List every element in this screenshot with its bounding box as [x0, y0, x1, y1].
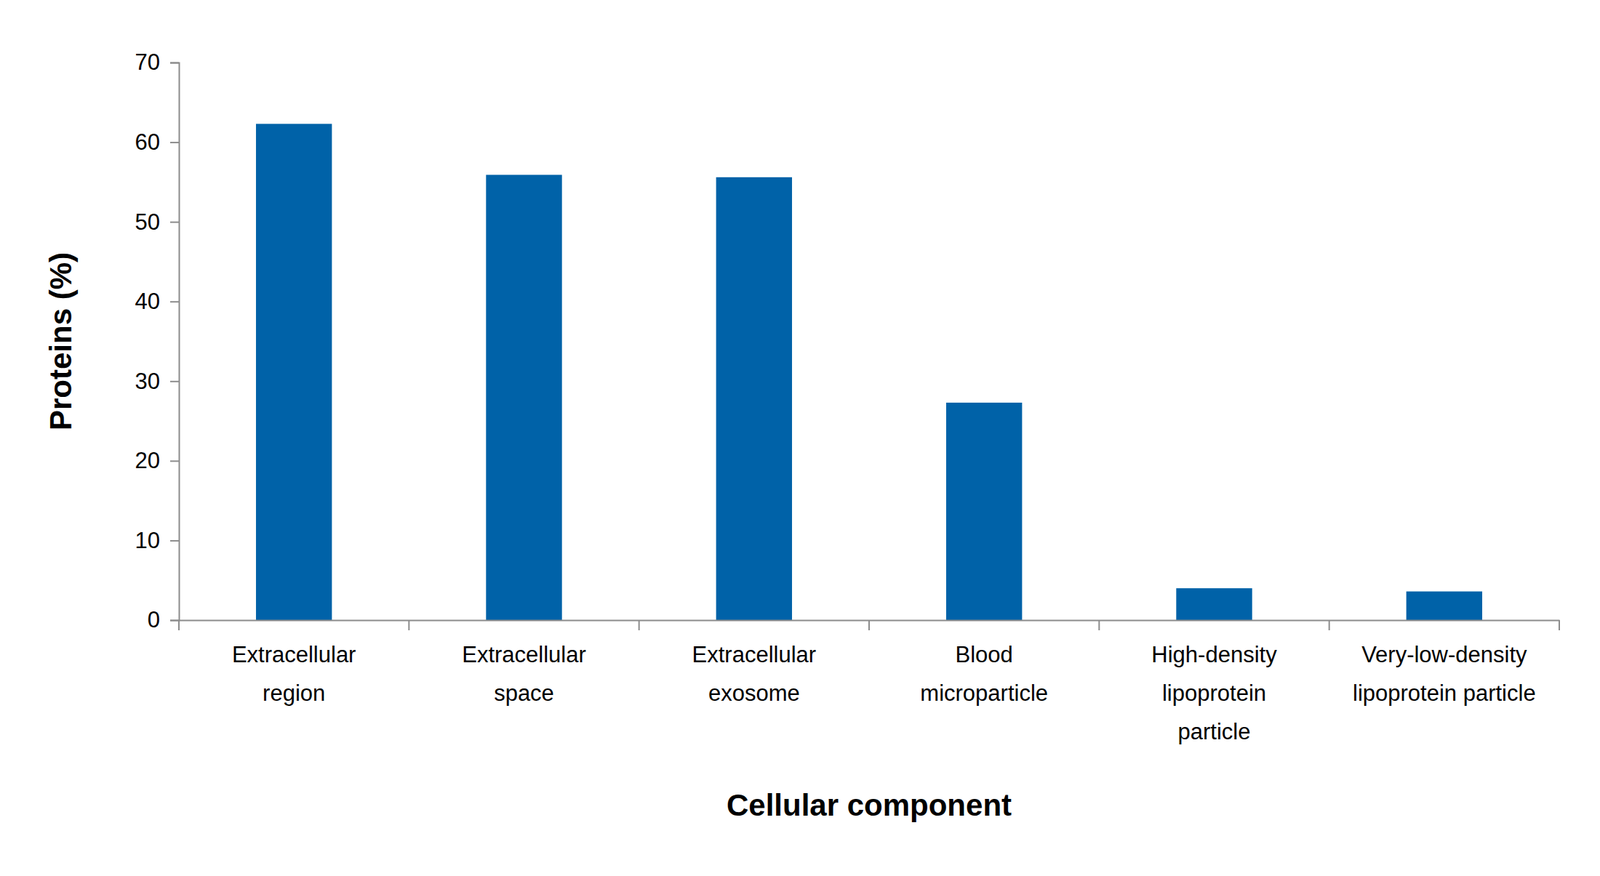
x-tick-label-line: space [493, 680, 555, 707]
bars [256, 123, 1483, 621]
y-tick: 20 [135, 448, 179, 474]
y-tick: 50 [135, 209, 179, 235]
x-tick-label: Blood microparticle [920, 642, 1048, 707]
x-separator [868, 620, 870, 631]
x-separator [1558, 620, 1560, 631]
y-tick-label: 70 [135, 49, 160, 75]
y-tick: 30 [135, 368, 179, 395]
x-axis: ExtracellularregionExtracellularspaceExt… [178, 620, 1560, 745]
x-tick-label-line: Extracellular [232, 642, 357, 668]
bar [1176, 588, 1252, 621]
bar [946, 402, 1022, 621]
y-tick-label: 30 [135, 368, 160, 395]
y-tick: 70 [135, 49, 179, 75]
y-tick-label: 0 [147, 607, 160, 633]
x-tick: Extracellular exosome [692, 620, 817, 707]
x-tick-label-line: microparticle [920, 680, 1048, 707]
x-tick-label-line: region [262, 680, 326, 707]
y-tick: 10 [135, 528, 179, 554]
y-tick: 40 [135, 288, 179, 315]
x-tick-label-line: High-density [1151, 642, 1278, 668]
x-tick-label-line: Extracellular [461, 642, 587, 668]
y-tick-label: 40 [135, 288, 160, 315]
x-tick-label: High-density lipoprotein particle [1151, 642, 1278, 745]
y-tick-mark [170, 221, 179, 224]
x-axis-title: Cellular component [726, 788, 1012, 823]
y-tick-mark [170, 620, 179, 622]
y-tick: 0 [147, 607, 179, 633]
x-separator [1098, 620, 1100, 631]
y-tick-mark [170, 540, 179, 542]
x-tick-label: Very-low-density lipoprotein particle [1352, 642, 1536, 707]
y-tick-mark [170, 381, 179, 383]
x-tick: Extracellular space [461, 620, 587, 707]
y-axis-line [170, 63, 180, 622]
x-tick: Blood microparticle [920, 620, 1048, 707]
x-tick-label-line: lipoprotein particle [1352, 680, 1536, 707]
x-tick-label-line: exosome [708, 680, 800, 707]
x-tick-label-line: particle [1178, 719, 1251, 745]
y-tick-label: 50 [135, 209, 160, 235]
y-axis-title: Proteins (%) [43, 252, 78, 431]
x-tick-label: Extracellular space [461, 642, 587, 707]
bar [1406, 592, 1483, 621]
y-tick-mark [170, 141, 179, 144]
chart: 010203040506070ExtracellularregionExtrac… [0, 0, 1600, 876]
y-tick-label: 20 [135, 448, 160, 474]
y-tick-mark [170, 62, 179, 64]
x-separator [178, 620, 180, 631]
x-tick-label-line: Blood [955, 642, 1014, 668]
x-tick: High-density lipoprotein particle [1151, 620, 1278, 745]
y-tick-mark [170, 301, 179, 303]
x-separator [408, 620, 410, 631]
x-tick-label-line: Very-low-density [1361, 642, 1528, 668]
x-separators [178, 620, 1560, 631]
bar [485, 174, 562, 621]
x-tick: Extracellular region [232, 620, 357, 707]
x-tick-label-line: lipoprotein [1162, 680, 1267, 707]
x-tick: Very-low-density lipoprotein particle [1352, 620, 1536, 707]
bar [256, 123, 332, 621]
x-separator [638, 620, 640, 631]
plot-area: 010203040506070ExtracellularregionExtrac… [135, 49, 1560, 745]
x-tick-label-line: Extracellular [692, 642, 817, 668]
y-tick: 60 [135, 129, 179, 155]
x-tick-label: Extracellular exosome [692, 642, 817, 707]
y-tick-label: 10 [135, 528, 160, 554]
y-axis: 0 10 20 30 40 50 60 70 [135, 49, 180, 633]
y-tick-mark [170, 460, 179, 462]
bar [716, 177, 792, 621]
y-tick-label: 60 [135, 129, 160, 155]
x-tick-label: Extracellular region [232, 642, 357, 707]
x-separator [1328, 620, 1331, 631]
